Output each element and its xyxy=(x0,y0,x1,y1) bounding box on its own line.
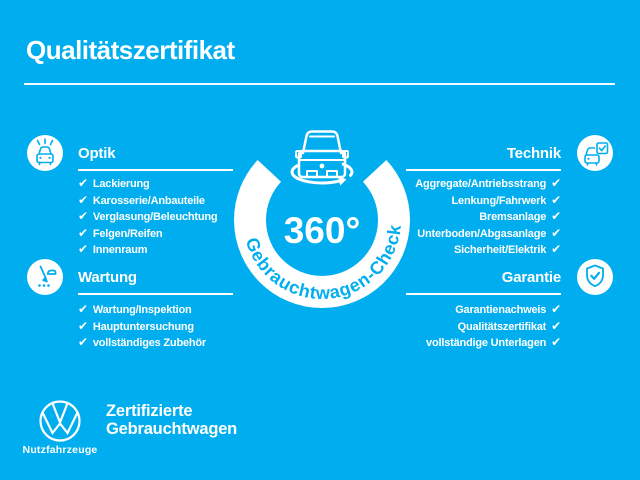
item-label: Aggregate/Antriebsstrang xyxy=(415,178,547,190)
check-icon: ✔ xyxy=(551,318,561,333)
check-icon: ✔ xyxy=(551,209,561,223)
checklist-item: Bremsanlage ✔ xyxy=(340,209,561,226)
degree-label: 360° xyxy=(284,210,361,251)
item-label: Garantienachweis xyxy=(455,304,547,316)
item-label: Hauptuntersuchung xyxy=(92,320,194,333)
tagline-line-1: Zertifizierte xyxy=(106,402,193,420)
item-label: Unterboden/Abgasanlage xyxy=(417,227,547,240)
checklist-item: ✔ Verglasung/Beleuchtung xyxy=(78,209,218,226)
item-label: Lackierung xyxy=(92,178,150,190)
checklist-item: Qualitätszertifikat ✔ xyxy=(340,318,562,336)
checklist-item: ✔ Wartung/Inspektion xyxy=(78,302,206,319)
arrow-head xyxy=(338,176,347,186)
pencil-car-icon xyxy=(38,265,57,287)
shield-check-icon xyxy=(586,264,604,288)
garantie-badge xyxy=(577,259,613,295)
checklist-item: ✔ Lackierung xyxy=(78,176,217,193)
check-icon: ✔ xyxy=(78,318,88,333)
item-label: Felgen/Reifen xyxy=(92,227,163,240)
item-label: Sicherheit/Elektrik xyxy=(453,244,547,256)
check-icon: ✔ xyxy=(551,335,561,349)
brand-label: Nutzfahrzeuge xyxy=(22,444,98,456)
tagline-line-2: Gebrauchtwagen xyxy=(106,419,238,438)
check-icon: ✔ xyxy=(551,242,561,256)
item-label: Innenraum xyxy=(92,244,148,256)
item-label: Bremsanlage xyxy=(479,211,547,223)
item-label: Karosserie/Anbauteile xyxy=(92,194,205,207)
car-checklist-icon xyxy=(584,142,609,166)
technik-list: Aggregate/Antriebsstrang ✔ Lenkung/Fahrwe… xyxy=(340,176,561,259)
item-label: Verglasung/Beleuchtung xyxy=(92,211,218,223)
checklist-item: Sicherheit/Elektrik ✔ xyxy=(340,242,561,259)
check-icon: ✔ xyxy=(78,225,88,240)
garantie-heading: Garantie xyxy=(406,270,561,295)
item-label: vollständige Unterlagen xyxy=(426,337,547,349)
optik-heading: Optik xyxy=(78,146,233,171)
item-label: Lenkung/Fahrwerk xyxy=(451,194,547,207)
checklist-item: ✔ Felgen/Reifen xyxy=(78,226,217,243)
checklist-item: ✔ vollständiges Zubehör xyxy=(78,335,206,352)
item-label: Qualitätszertifikat xyxy=(457,320,547,333)
car-shine-icon xyxy=(36,138,54,166)
check-icon: ✔ xyxy=(78,209,88,223)
check-icon: ✔ xyxy=(551,225,561,240)
optik-badge xyxy=(27,135,63,171)
checklist-item: vollständige Unterlagen ✔ xyxy=(340,335,561,352)
item-label: Wartung/Inspektion xyxy=(92,304,192,316)
check-icon: ✔ xyxy=(78,335,88,349)
check-icon: ✔ xyxy=(551,302,561,316)
car-360-icon xyxy=(290,130,354,186)
wartung-list: ✔ Wartung/Inspektion ✔ Hauptuntersuchung ✔… xyxy=(78,302,206,352)
item-label: vollständiges Zubehör xyxy=(92,337,207,349)
checklist-item: Unterboden/Abgasanlage ✔ xyxy=(340,226,561,243)
check-icon: ✔ xyxy=(78,242,88,256)
title-divider xyxy=(24,83,615,85)
checklist-item: Lenkung/Fahrwerk ✔ xyxy=(340,192,562,210)
checklist-item: ✔ Karosserie/Anbauteile xyxy=(78,193,217,210)
wartung-heading: Wartung xyxy=(78,270,233,295)
optik-list: ✔ Lackierung ✔ Karosserie/Anbauteile ✔ Verg… xyxy=(78,176,218,259)
check-icon: ✔ xyxy=(551,192,561,207)
check-icon: ✔ xyxy=(78,176,88,190)
check-icon: ✔ xyxy=(78,302,88,316)
check-icon: ✔ xyxy=(551,176,561,190)
checklist-item: Garantienachweis ✔ xyxy=(340,302,561,319)
checklist-item: Aggregate/Antriebsstrang ✔ xyxy=(340,176,561,193)
garantie-list: Garantienachweis ✔ Qualitätszertifikat ✔ v… xyxy=(340,302,561,352)
ring-arc xyxy=(234,160,410,308)
checklist-item: ✔ Innenraum xyxy=(78,242,217,259)
technik-badge xyxy=(577,135,613,171)
certified-tagline: Zertifizierte Gebrauchtwagen xyxy=(106,402,238,438)
vw-logo-icon xyxy=(39,400,81,442)
page-title: Qualitätszertifikat xyxy=(26,35,235,65)
technik-heading: Technik xyxy=(406,146,561,171)
check-icon: ✔ xyxy=(78,192,88,207)
checklist-item: ✔ Hauptuntersuchung xyxy=(78,319,206,336)
wartung-badge xyxy=(27,259,63,295)
